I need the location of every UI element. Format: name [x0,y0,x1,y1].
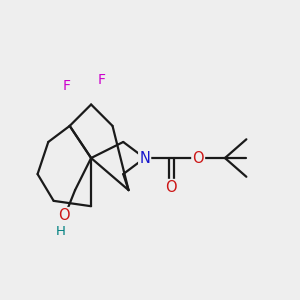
Text: O: O [58,208,70,223]
Text: N: N [139,151,150,166]
Text: H: H [56,225,66,238]
Text: F: F [98,74,106,87]
Text: O: O [166,180,177,195]
Text: F: F [63,79,71,93]
Text: O: O [192,151,204,166]
